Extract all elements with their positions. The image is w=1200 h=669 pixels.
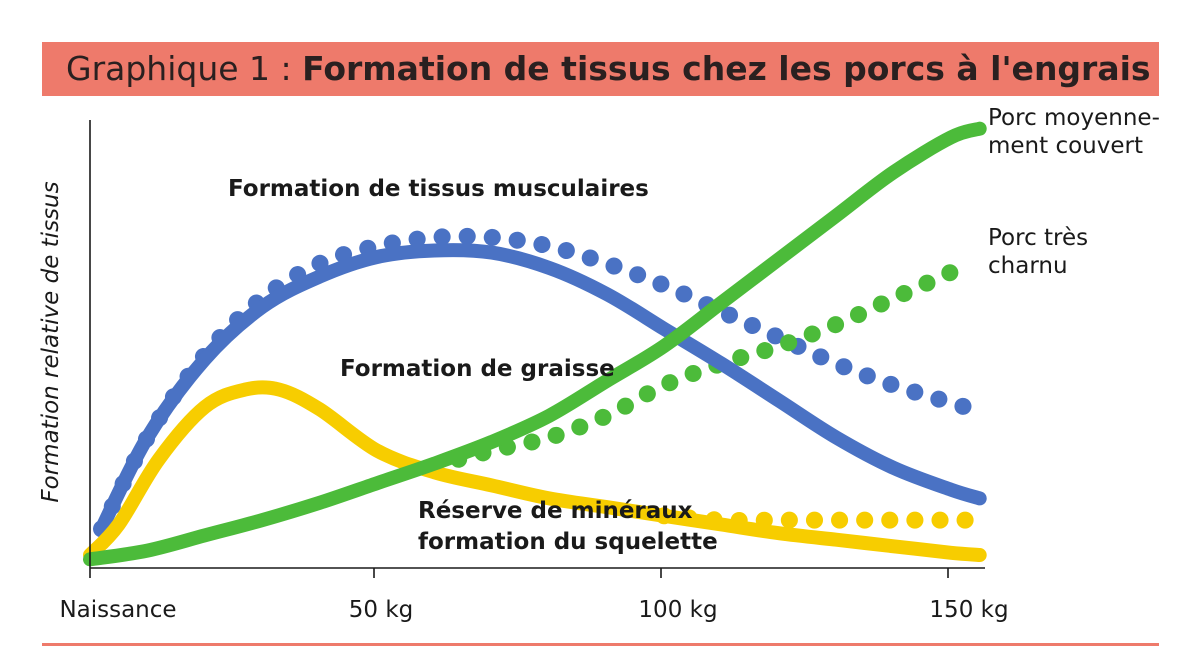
chart-title: Graphique 1 : Formation de tissus chez l…: [66, 47, 1151, 91]
series-line-formation-de-tissus-musculaires-solid: [94, 243, 987, 536]
title-band: Graphique 1 : Formation de tissus chez l…: [42, 42, 1159, 96]
bottom-rule: [42, 643, 1159, 646]
series-layer: [83, 121, 989, 567]
tick-labels: Naissance 50 kg 100 kg 150 kg: [59, 597, 1008, 623]
x-tick-label-150: 150 kg: [929, 597, 1008, 623]
series-line-porc-moyennement-couvert-solid: [83, 121, 987, 567]
title-main: Formation de tissus chez les porcs à l'e…: [302, 49, 1151, 88]
x-tick-label-0: Naissance: [59, 597, 176, 623]
label-muscle: Formation de tissus musculaires: [228, 176, 649, 202]
label-pig-lean-line-1: Porc très: [988, 225, 1088, 251]
axes: [89, 120, 985, 578]
title-prefix: Graphique 1 :: [66, 49, 303, 88]
series-line-formation-de-graisse-solid: [83, 380, 987, 562]
label-fat: Formation de graisse: [340, 356, 615, 382]
series-line-formation-de-tissus-musculaires-dotted: [93, 227, 989, 538]
x-tick-label-100: 100 kg: [638, 597, 717, 623]
label-pig-lean-line-2: charnu: [988, 253, 1068, 279]
series-line-porc-tres-charnu-dotted: [425, 263, 960, 475]
label-mineral-line-2: formation du squelette: [418, 529, 718, 555]
label-mineral-line-1: Réserve de minéraux: [418, 498, 693, 524]
label-pig-covered-line-2: ment couvert: [988, 133, 1143, 159]
label-pig-covered-line-1: Porc moyenne-: [988, 105, 1160, 131]
annotations: Formation de tissus musculaires Formatio…: [228, 105, 1160, 555]
y-axis-label: Formation relative de tissus: [38, 181, 64, 502]
x-tick-label-50: 50 kg: [349, 597, 414, 623]
